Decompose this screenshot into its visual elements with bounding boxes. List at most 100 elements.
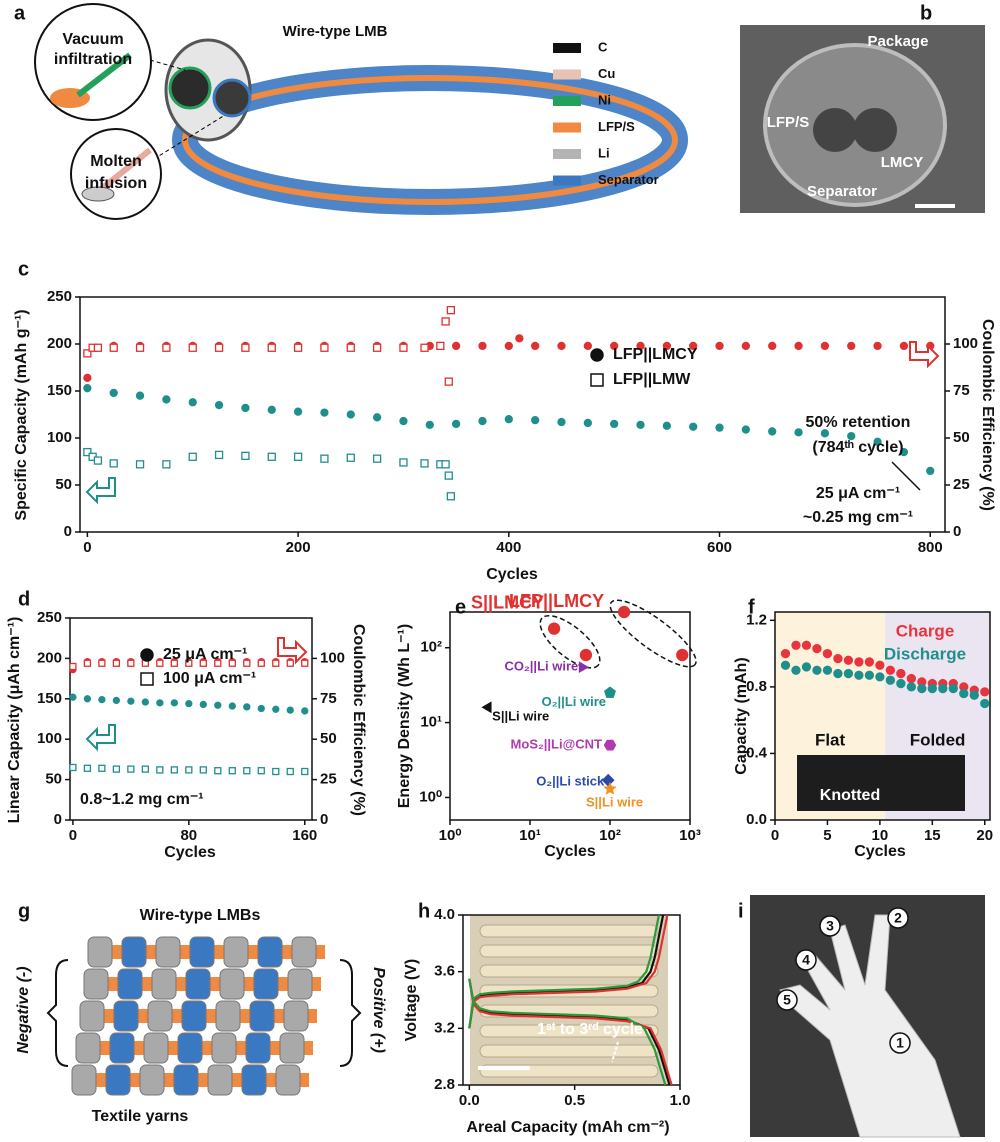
yarn bbox=[479, 924, 659, 938]
data-point bbox=[604, 686, 616, 698]
point-label: O₂||Li stick bbox=[536, 774, 605, 789]
legend-label: 25 μA cm⁻¹ bbox=[163, 646, 247, 663]
data-point bbox=[610, 419, 619, 429]
data-point bbox=[372, 454, 382, 463]
data-point bbox=[980, 698, 990, 709]
data-point bbox=[141, 698, 150, 706]
data-point bbox=[610, 341, 619, 351]
data-point bbox=[820, 341, 830, 351]
data-point bbox=[446, 306, 456, 315]
data-point bbox=[156, 659, 164, 667]
y-tick-label: 0.4 bbox=[746, 744, 768, 761]
data-point bbox=[557, 341, 566, 351]
data-point bbox=[854, 657, 864, 667]
yarn bbox=[117, 968, 143, 1000]
y-tick-label: 100 bbox=[37, 730, 62, 747]
data-point bbox=[188, 398, 197, 407]
legend-label: Cu bbox=[598, 66, 615, 81]
data-point bbox=[162, 395, 171, 404]
data-point bbox=[444, 377, 453, 386]
data-point bbox=[243, 703, 251, 711]
y2-tick-label: 0 bbox=[320, 811, 328, 828]
y-axis-label: Energy Density (Wh L⁻¹) bbox=[396, 624, 413, 808]
data-point bbox=[199, 766, 207, 774]
diagram-title: Wire-type LMB bbox=[283, 23, 388, 40]
number-badge bbox=[795, 949, 817, 971]
data-point bbox=[843, 655, 854, 665]
panel-label: b bbox=[920, 2, 932, 24]
data-point bbox=[141, 765, 150, 773]
yarn bbox=[291, 936, 317, 968]
legend-label: Ni bbox=[598, 92, 611, 107]
data-point bbox=[531, 341, 540, 351]
data-point bbox=[780, 648, 791, 659]
data-point bbox=[286, 706, 294, 714]
data-point bbox=[794, 341, 803, 351]
data-point bbox=[715, 423, 724, 432]
data-point bbox=[578, 661, 590, 674]
y-tick-label: 10¹ bbox=[420, 714, 442, 731]
data-point bbox=[969, 690, 979, 700]
droplet bbox=[81, 186, 115, 202]
data-point bbox=[579, 648, 593, 662]
diagram-label: Textile yarns bbox=[92, 1108, 189, 1125]
data-point bbox=[715, 341, 724, 351]
sem-core bbox=[853, 108, 897, 152]
data-point bbox=[662, 421, 672, 430]
data-point bbox=[504, 341, 513, 351]
group-outline bbox=[539, 614, 601, 669]
data-point bbox=[188, 452, 197, 461]
y2-tick-label: 50 bbox=[320, 730, 337, 747]
data-point bbox=[170, 699, 178, 707]
data-point bbox=[854, 670, 864, 680]
y-tick-label: 1.2 bbox=[746, 611, 767, 628]
data-point bbox=[214, 400, 224, 410]
point-label: CO₂||Li wire bbox=[505, 659, 579, 674]
x-tick-label: 80 bbox=[180, 827, 197, 844]
data-point bbox=[301, 659, 309, 667]
image-label: LMCY bbox=[881, 154, 924, 171]
data-point bbox=[504, 415, 513, 424]
data-point bbox=[906, 673, 916, 684]
legend-swatch bbox=[553, 175, 581, 186]
yarn bbox=[479, 944, 659, 958]
data-point bbox=[267, 343, 276, 352]
y-axis-label: Voltage (V) bbox=[403, 959, 420, 1041]
callout-text: Vacuum bbox=[62, 31, 123, 48]
axis-pointer bbox=[85, 477, 116, 505]
region-label: Folded bbox=[910, 730, 966, 749]
panel-label: c bbox=[18, 258, 29, 280]
data-point bbox=[293, 452, 303, 461]
point-label: LFP||LMCY bbox=[509, 591, 604, 611]
yarn bbox=[479, 964, 659, 978]
x-tick-label: 5 bbox=[823, 827, 831, 844]
panel-label: h bbox=[418, 900, 430, 922]
data-point bbox=[286, 659, 294, 667]
yarn bbox=[109, 1032, 135, 1064]
yarn bbox=[189, 936, 215, 968]
data-point bbox=[156, 699, 164, 707]
data-point bbox=[267, 452, 276, 461]
data-point bbox=[617, 605, 631, 619]
yarn bbox=[139, 1064, 165, 1096]
legend-marker bbox=[590, 348, 604, 362]
data-point bbox=[833, 653, 843, 664]
data-point bbox=[399, 416, 408, 426]
background-photo bbox=[470, 915, 668, 1085]
data-point bbox=[372, 413, 382, 422]
y-tick-label: 4.0 bbox=[434, 906, 455, 923]
yarn bbox=[211, 1032, 237, 1064]
y-axis-label: Capacity (mAh) bbox=[733, 657, 750, 774]
data-point bbox=[188, 343, 197, 352]
y2-axis-label: Coulombic Efficiency (%) bbox=[979, 319, 996, 511]
data-point bbox=[873, 437, 882, 446]
legend-label: LFP||LMW bbox=[613, 371, 691, 388]
data-point bbox=[241, 451, 250, 461]
data-point bbox=[820, 429, 830, 438]
point-label: S||Li wire bbox=[492, 709, 549, 724]
data-point bbox=[112, 659, 121, 667]
data-point bbox=[812, 643, 822, 654]
x-tick-label: 160 bbox=[292, 827, 317, 844]
scale-bar bbox=[478, 1066, 530, 1070]
x-tick-label: 0 bbox=[69, 827, 77, 844]
